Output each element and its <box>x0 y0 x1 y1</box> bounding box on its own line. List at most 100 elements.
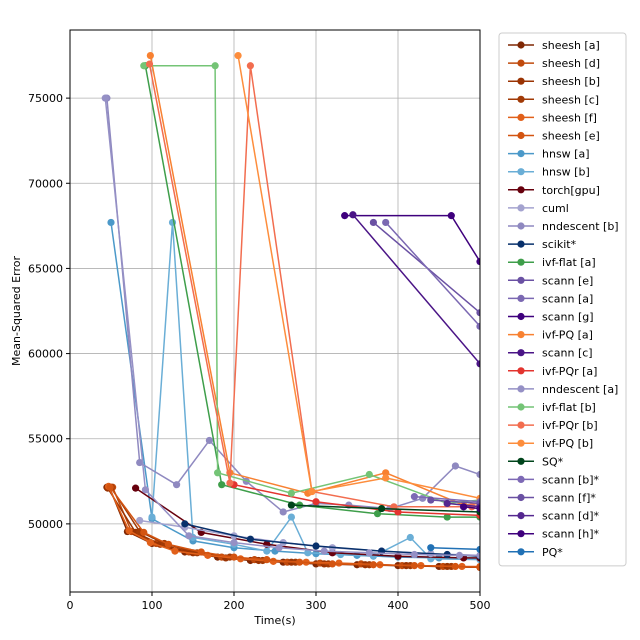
data-point <box>230 553 238 561</box>
x-tick-label: 100 <box>142 599 163 612</box>
legend-item: SQ* <box>508 455 564 468</box>
data-point <box>197 548 205 556</box>
legend-item: hnsw [a] <box>508 148 590 161</box>
series-5 <box>106 483 480 571</box>
data-point <box>287 489 295 497</box>
legend-item: sheesh [c] <box>508 93 599 106</box>
legend-marker <box>517 77 525 85</box>
data-point <box>369 561 377 569</box>
legend-item: PQ* <box>508 546 563 559</box>
legend-item: scann [f]* <box>508 492 596 505</box>
legend-label: SQ* <box>542 455 564 468</box>
data-point <box>394 508 402 516</box>
legend-marker <box>517 240 525 248</box>
legend-item: scann [h]* <box>508 528 600 541</box>
data-point <box>145 60 154 68</box>
data-point <box>148 513 156 521</box>
legend-marker <box>517 385 525 393</box>
legend-label: scikit* <box>542 238 577 251</box>
legend-label: sheesh [f] <box>542 111 597 124</box>
legend-label: sheesh [b] <box>542 75 600 88</box>
legend-item: scann [b]* <box>508 473 600 486</box>
data-point <box>275 544 283 552</box>
legend-marker <box>517 511 525 520</box>
data-point <box>406 533 414 542</box>
legend-item: sheesh [f] <box>508 111 597 124</box>
legend-label: sheesh [d] <box>542 57 600 70</box>
legend-item: scann [g] <box>508 311 594 324</box>
data-point <box>365 549 373 557</box>
data-point <box>246 62 254 70</box>
legend-label: sheesh [a] <box>542 39 600 52</box>
legend-marker <box>517 222 525 230</box>
series-25 <box>427 496 480 508</box>
legend-marker <box>517 41 525 49</box>
data-point <box>378 504 386 513</box>
series-layer <box>101 51 480 571</box>
x-tick-label: 400 <box>388 599 409 612</box>
legend-item: scann [e] <box>508 274 593 287</box>
data-point <box>382 469 390 477</box>
data-point <box>476 470 480 479</box>
data-point <box>427 496 435 504</box>
data-point <box>304 549 312 557</box>
axes: 0 100 200 300 400 500 50000 55000 60000 65000 7000… <box>28 92 491 612</box>
y-axis-label: Mean-Squared Error <box>10 256 23 366</box>
data-point <box>185 532 193 540</box>
data-point <box>132 484 140 492</box>
legend-label: scann [h]* <box>542 528 600 541</box>
legend-marker <box>517 258 525 266</box>
data-point <box>173 481 181 489</box>
data-point <box>263 547 271 555</box>
data-point <box>451 562 459 571</box>
legend-marker <box>517 204 525 212</box>
legend-item: ivf-PQ [b] <box>508 437 593 450</box>
legend-label: scann [e] <box>542 274 593 287</box>
data-point <box>136 516 144 525</box>
legend-item: ivf-flat [a] <box>508 256 596 269</box>
data-point <box>269 557 277 565</box>
y-tick-label: 65000 <box>28 262 63 275</box>
data-point <box>287 513 295 521</box>
data-point <box>279 508 287 516</box>
data-point <box>146 51 154 60</box>
data-point <box>476 258 480 266</box>
legend-box <box>498 32 627 567</box>
plot-frame <box>69 29 481 593</box>
data-point <box>171 547 179 555</box>
legend-label: hnsw [a] <box>542 148 590 161</box>
data-point <box>382 218 390 227</box>
legend-item: nndescent [a] <box>508 383 618 396</box>
legend-marker <box>517 186 525 194</box>
legend-marker <box>517 150 525 158</box>
series-27 <box>460 503 480 513</box>
legend-marker <box>517 312 525 321</box>
legend-marker <box>517 131 525 140</box>
data-point <box>451 462 459 470</box>
legend-item: scann [a] <box>508 292 593 305</box>
data-point <box>476 309 480 317</box>
series-15 <box>341 212 480 266</box>
data-point <box>312 542 320 550</box>
data-point <box>335 559 343 567</box>
data-point <box>125 527 133 535</box>
legend-item: ivf-PQr [b] <box>508 419 598 432</box>
data-point <box>410 562 418 570</box>
data-point <box>146 539 154 547</box>
legend-label: nndescent [b] <box>542 220 619 233</box>
data-point <box>455 551 464 559</box>
x-tick-label: 500 <box>470 599 491 612</box>
data-point <box>101 94 109 102</box>
legend-item: nndescent [b] <box>508 220 619 233</box>
legend-label: PQ* <box>542 546 563 559</box>
series-28 <box>427 544 480 554</box>
series-line <box>144 65 480 518</box>
data-point <box>140 62 148 70</box>
data-point <box>218 481 226 489</box>
series-line <box>414 495 480 503</box>
legend-marker <box>517 59 525 67</box>
y-tick-label: 55000 <box>28 433 63 446</box>
legend-marker <box>517 548 525 556</box>
legend-marker <box>517 530 525 538</box>
